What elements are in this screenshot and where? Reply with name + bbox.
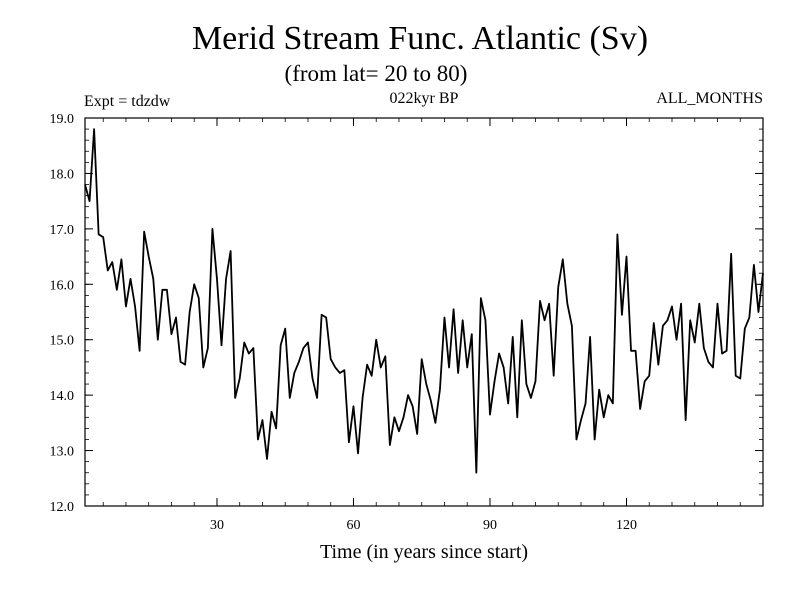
y-tick-label: 16.0 (50, 278, 75, 293)
y-tick-label: 19.0 (50, 112, 75, 127)
y-tick-label: 12.0 (50, 500, 75, 515)
chart-subtitle: (from lat= 20 to 80) (285, 61, 468, 86)
x-tick-label: 90 (483, 518, 497, 533)
x-tick-label: 60 (346, 518, 360, 533)
y-tick-label: 13.0 (50, 445, 75, 460)
y-tick-label: 17.0 (50, 223, 75, 238)
y-tick-label: 15.0 (50, 334, 75, 349)
x-tick-label: 120 (616, 518, 637, 533)
x-axis-label: Time (in years since start) (320, 541, 528, 563)
period-label: 022kyr BP (390, 90, 459, 107)
series-line (84, 128, 764, 474)
months-label: ALL_MONTHS (656, 90, 763, 107)
y-tick-label: 14.0 (50, 389, 75, 404)
chart-title: Merid Stream Func. Atlantic (Sv) (192, 20, 648, 57)
x-tick-label: 30 (210, 518, 224, 533)
y-axis: 12.0 13.0 14.0 15.0 16.0 17.0 18.0 19.0 (50, 112, 763, 515)
experiment-label: Expt = tdzdw (84, 93, 171, 110)
plot-frame (84, 117, 764, 507)
y-tick-label: 18.0 (50, 167, 75, 182)
